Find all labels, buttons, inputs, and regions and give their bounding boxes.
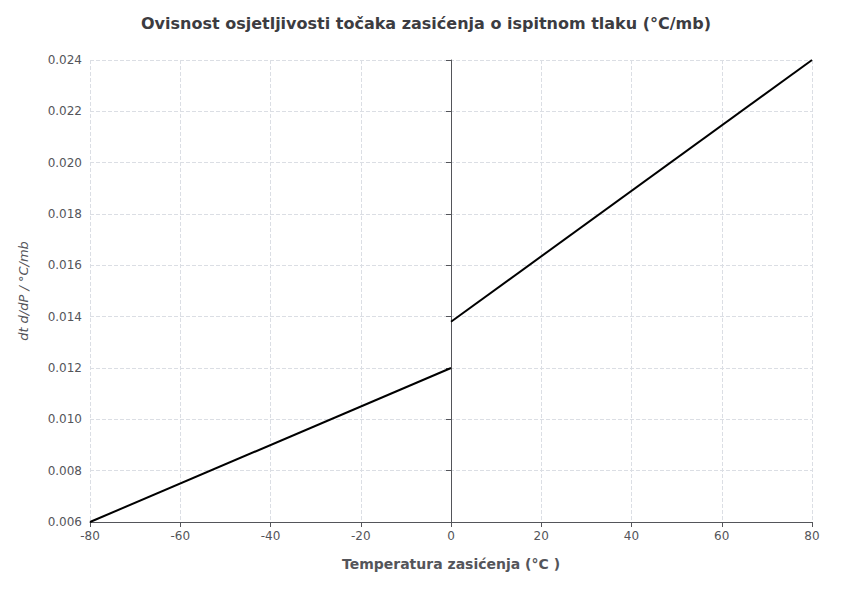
svg-text:0.006: 0.006 (48, 515, 82, 529)
svg-text:0.022: 0.022 (48, 104, 82, 118)
svg-text:0.018: 0.018 (48, 207, 82, 221)
svg-text:0.016: 0.016 (48, 258, 82, 272)
svg-text:40: 40 (624, 529, 639, 543)
svg-text:-40: -40 (261, 529, 281, 543)
svg-text:Ovisnost osjetljivosti točaka: Ovisnost osjetljivosti točaka zasićenja … (141, 14, 711, 33)
svg-text:0.008: 0.008 (48, 464, 82, 478)
svg-text:-20: -20 (351, 529, 371, 543)
svg-text:-80: -80 (80, 529, 100, 543)
svg-text:dt d/dP / °C/mb: dt d/dP / °C/mb (16, 241, 31, 341)
svg-text:20: 20 (534, 529, 549, 543)
svg-text:80: 80 (804, 529, 819, 543)
svg-text:0.012: 0.012 (48, 361, 82, 375)
svg-text:0.010: 0.010 (48, 412, 82, 426)
svg-text:60: 60 (714, 529, 729, 543)
svg-text:-60: -60 (170, 529, 190, 543)
svg-text:0.020: 0.020 (48, 156, 82, 170)
svg-text:0.014: 0.014 (48, 310, 82, 324)
svg-text:0.024: 0.024 (48, 53, 82, 67)
svg-text:Temperatura zasićenja (°C ): Temperatura zasićenja (°C ) (342, 556, 560, 572)
svg-text:0: 0 (447, 529, 455, 543)
